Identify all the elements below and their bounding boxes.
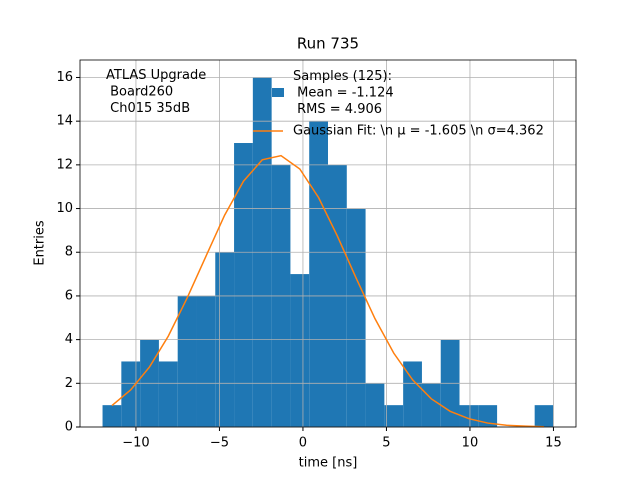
bar [421,383,441,427]
y-tick-label: 6 [65,288,73,303]
x-tick-label: 0 [299,436,307,451]
bar [403,361,422,427]
text-line: ATLAS Upgrade [106,68,206,83]
bar [459,405,479,427]
bar [346,208,366,427]
legend-swatch [272,88,284,97]
y-tick-label: 0 [65,420,73,435]
y-tick-label: 12 [56,157,73,172]
x-tick-label: 5 [382,436,390,451]
bar [309,121,328,428]
bar [534,405,554,427]
legend-label: Samples (125): Mean = -1.124 RMS = 4.906 [293,69,394,117]
y-tick-label: 4 [65,332,73,347]
text-line: Board260 [106,84,173,99]
text-line: Ch015 35dB [106,101,190,116]
annotation: ATLAS Upgrade Board260 Ch015 35dB [106,68,206,116]
bar [234,143,253,427]
y-tick-label: 10 [56,201,73,216]
bar [158,361,178,427]
x-tick-label: −5 [210,436,229,451]
bar [290,274,310,427]
bar [365,383,385,427]
y-tick-label: 14 [56,114,73,129]
bar [196,295,216,427]
text-line: RMS = 4.906 [293,102,382,117]
y-tick-label: 2 [65,376,73,391]
bar [384,405,404,427]
x-tick-label: −10 [122,436,149,451]
y-tick-label: 16 [56,70,73,85]
x-tick-label: 15 [545,436,562,451]
bar [177,295,197,427]
fit-line [111,154,545,428]
bar [121,361,141,427]
bar [102,405,122,427]
y-axis-label: Entries [33,220,48,266]
x-tick-label: 10 [462,436,479,451]
text-line: Samples (125): [293,69,392,84]
x-axis-label: time [ns] [299,456,358,471]
legend-label: Gaussian Fit: \n μ = -1.605 \n σ=4.362 [293,124,544,139]
text-line: Mean = -1.124 [293,85,394,100]
chart-title: Run 735 [297,35,359,53]
plot-frame [79,59,577,428]
y-tick-label: 8 [65,245,73,260]
